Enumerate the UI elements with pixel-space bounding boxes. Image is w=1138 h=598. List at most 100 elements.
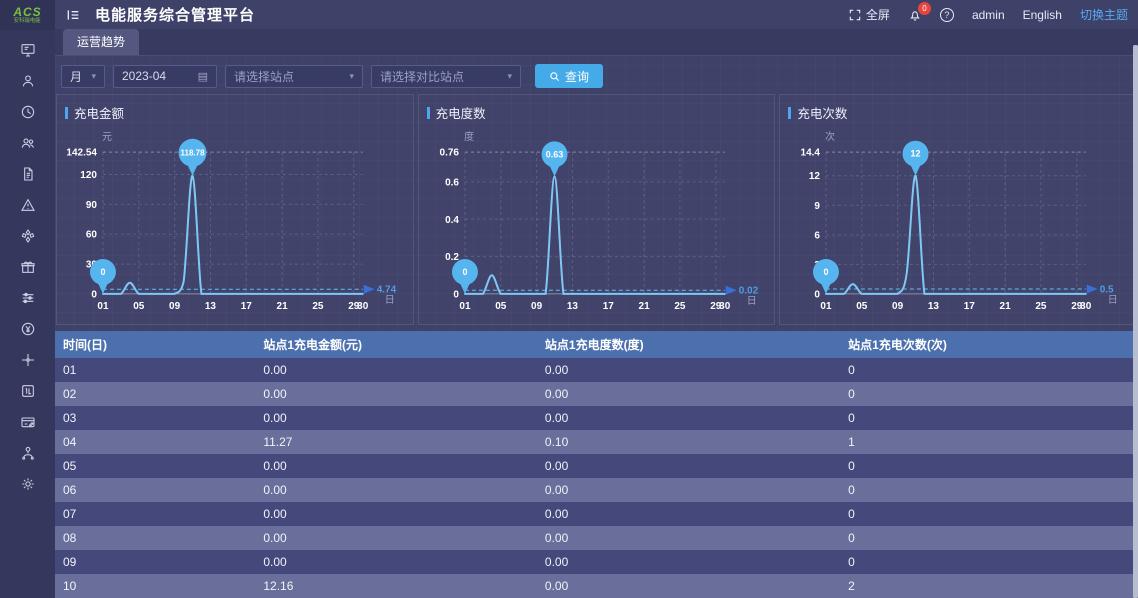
search-icon — [550, 71, 560, 81]
table-cell: 06 — [55, 478, 256, 502]
scrollbar-thumb[interactable] — [1133, 45, 1138, 598]
sidebar-item[interactable] — [0, 282, 55, 313]
table-cell: 0.00 — [536, 454, 841, 478]
sidebar-item[interactable] — [0, 375, 55, 406]
gear-icon — [21, 477, 34, 490]
svg-text:30: 30 — [86, 260, 98, 271]
document-icon — [23, 166, 33, 181]
svg-text:25: 25 — [1036, 301, 1048, 312]
chart-title: 充电度数 — [419, 95, 775, 122]
table-cell: 04 — [55, 430, 256, 454]
svg-text:25: 25 — [312, 301, 324, 312]
app-logo[interactable]: ACS 安科瑞电能 — [0, 0, 55, 30]
svg-text:元: 元 — [102, 132, 112, 143]
table-cell: 0.00 — [255, 382, 537, 406]
table-cell: 2 — [840, 574, 1138, 598]
table-cell: 08 — [55, 526, 256, 550]
sidebar-menu — [0, 30, 55, 499]
sidebar-item[interactable] — [0, 96, 55, 127]
data-marker: 0.63 — [541, 141, 568, 177]
svg-text:度: 度 — [464, 130, 474, 143]
svg-text:17: 17 — [602, 301, 614, 312]
table-cell: 0.00 — [255, 502, 537, 526]
table-row: 01 0.00 0.00 0 — [55, 358, 1138, 382]
table-cell: 07 — [55, 502, 256, 526]
table-row: 03 0.00 0.00 0 — [55, 406, 1138, 430]
sidebar-item[interactable] — [0, 65, 55, 96]
chart-panel-energy: 充电度数 0 0.2 0.4 0.6 0.76 度 01 05 09 13 17 21 25 29 30 0.… — [417, 94, 776, 325]
period-select[interactable]: 月 ▾ — [61, 64, 105, 88]
table-row: 09 0.00 0.00 0 — [55, 550, 1138, 574]
sidebar-item[interactable] — [0, 468, 55, 499]
table-cell: 12.16 — [255, 574, 537, 598]
svg-text:0: 0 — [91, 289, 97, 300]
svg-text:日: 日 — [385, 295, 395, 306]
sidebar-item[interactable] — [0, 313, 55, 344]
table-row: 06 0.00 0.00 0 — [55, 478, 1138, 502]
compare-station-select[interactable]: 请选择对比站点 ▾ — [371, 64, 521, 88]
date-picker[interactable]: 2023-04 ▤ — [113, 64, 217, 88]
svg-text:0: 0 — [824, 267, 829, 277]
sidebar-item[interactable] — [0, 220, 55, 251]
station-select[interactable]: 请选择站点 ▾ — [225, 64, 363, 88]
svg-text:09: 09 — [892, 301, 904, 312]
fullscreen-button[interactable]: 全屏 — [848, 6, 890, 23]
station-data-table: 时间(日) 站点1充电金额(元) 站点1充电度数(度) 站点1充电次数(次) 01 0.… — [55, 331, 1138, 598]
table-cell: 0.00 — [255, 358, 537, 382]
svg-text:30: 30 — [1081, 301, 1093, 312]
table-cell: 0 — [840, 478, 1138, 502]
notifications-button[interactable]: 0 — [908, 1, 931, 22]
sidebar-item[interactable] — [0, 189, 55, 220]
data-marker: 118.78 — [178, 138, 207, 176]
tab-operation-trend[interactable]: 运营趋势 — [63, 29, 140, 55]
table-cell: 05 — [55, 454, 256, 478]
table-cell: 0.00 — [255, 454, 537, 478]
query-button[interactable]: 查询 — [535, 64, 604, 88]
svg-text:142.54: 142.54 — [66, 148, 97, 159]
username[interactable]: admin — [971, 7, 1005, 22]
svg-text:21: 21 — [638, 301, 650, 312]
table-cell: 0.10 — [536, 430, 841, 454]
svg-text:29: 29 — [348, 301, 360, 312]
table-cell: 11.27 — [255, 430, 537, 454]
table-cell: 02 — [55, 382, 256, 406]
sidebar-item[interactable] — [0, 158, 55, 189]
sidebar-item[interactable] — [0, 344, 55, 375]
charts-row: 充电金额 0 30 60 90 120 142.54 元 01 05 09 13 17 21 25 29 30… — [55, 94, 1138, 325]
sidebar-item[interactable] — [0, 127, 55, 158]
svg-text:17: 17 — [241, 301, 253, 312]
svg-text:21: 21 — [277, 301, 289, 312]
table-cell: 0.00 — [536, 382, 841, 406]
table-row: 05 0.00 0.00 0 — [55, 454, 1138, 478]
sidebar-item[interactable] — [0, 406, 55, 437]
gift-icon — [20, 261, 35, 273]
sidebar-item[interactable] — [0, 251, 55, 282]
theme-toggle[interactable]: 切换主题 — [1079, 8, 1128, 22]
chart-title: 充电次数 — [780, 95, 1136, 122]
svg-text:17: 17 — [964, 301, 976, 312]
svg-text:0: 0 — [453, 289, 459, 300]
table-cell: 0.00 — [536, 574, 841, 598]
language-switch[interactable]: English — [1022, 7, 1062, 22]
collapse-menu-icon[interactable] — [65, 7, 81, 23]
help-button[interactable]: ? — [939, 7, 954, 22]
table-cell: 0.00 — [536, 502, 841, 526]
svg-text:0: 0 — [815, 289, 821, 300]
chevron-down-icon: ▾ — [349, 70, 354, 81]
svg-text:0.76: 0.76 — [439, 148, 459, 159]
sidebar-item[interactable] — [0, 34, 55, 65]
svg-text:09: 09 — [169, 301, 181, 312]
page-title: 电能服务综合管理平台 — [95, 7, 256, 24]
users-icon — [21, 137, 34, 148]
svg-text:90: 90 — [86, 200, 98, 211]
data-marker: 12 — [902, 140, 929, 176]
svg-text:05: 05 — [133, 301, 145, 312]
svg-text:13: 13 — [205, 301, 217, 312]
title-accent-bar — [426, 106, 430, 119]
svg-text:60: 60 — [86, 230, 98, 241]
table-cell: 0 — [840, 454, 1138, 478]
card-icon — [20, 416, 35, 427]
svg-text:0: 0 — [100, 267, 105, 277]
sidebar-item[interactable] — [0, 437, 55, 468]
help-icon: ? — [939, 7, 954, 22]
